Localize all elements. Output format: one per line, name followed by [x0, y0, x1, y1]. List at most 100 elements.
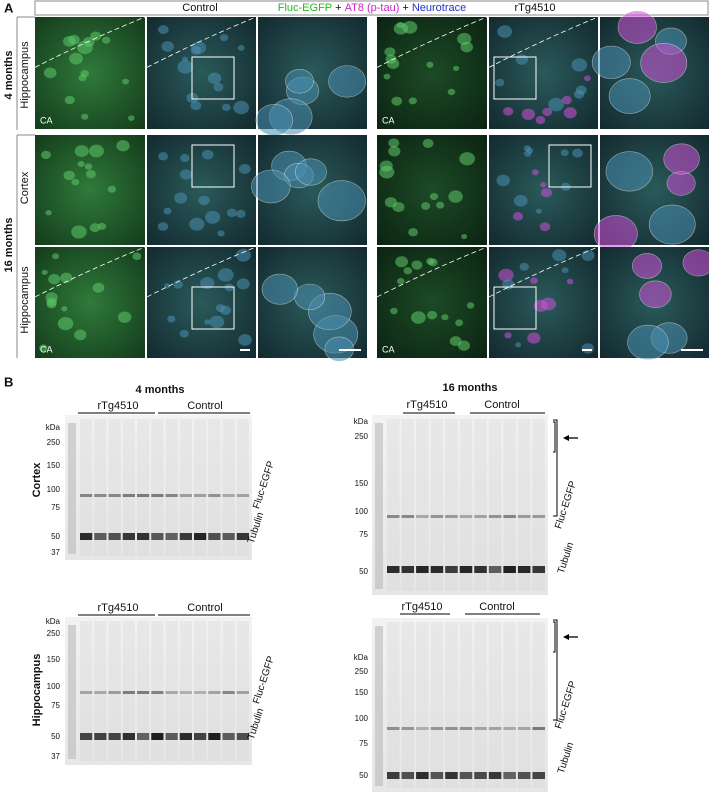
band — [488, 515, 502, 518]
cell — [117, 311, 132, 323]
band — [94, 691, 107, 694]
cell — [572, 148, 583, 158]
band — [179, 533, 192, 540]
marker-label: 100 — [355, 507, 369, 516]
band — [387, 566, 400, 573]
cell — [539, 222, 551, 232]
cell — [74, 329, 87, 341]
cell — [410, 311, 426, 324]
band — [503, 515, 516, 518]
cell — [295, 158, 327, 186]
group-label: Control — [182, 2, 217, 14]
cell — [90, 31, 102, 41]
inset-box — [191, 286, 235, 330]
marker-label: 75 — [359, 739, 368, 748]
cell — [523, 150, 532, 157]
band — [94, 733, 107, 740]
cell — [512, 211, 524, 221]
cell — [71, 178, 80, 186]
cell — [390, 307, 398, 315]
cell — [167, 315, 176, 323]
group-label: rTg4510 — [402, 601, 443, 613]
cell — [608, 78, 651, 114]
marker-label: 150 — [47, 655, 61, 664]
cell — [449, 336, 462, 347]
cell — [84, 163, 93, 170]
band — [430, 772, 444, 779]
cell — [60, 272, 73, 284]
cell — [43, 67, 57, 79]
cell — [498, 268, 514, 282]
arrow-head — [563, 634, 569, 640]
marker-label: 250 — [355, 432, 369, 441]
cell — [566, 278, 574, 285]
cell — [204, 319, 211, 325]
cell — [395, 256, 409, 268]
band — [474, 772, 487, 779]
cell — [383, 73, 391, 80]
cell — [448, 190, 463, 203]
band — [488, 727, 502, 730]
cell — [535, 115, 546, 125]
band — [194, 533, 207, 540]
row-label: Hippocampus — [19, 266, 31, 334]
group-label: Control — [484, 399, 519, 411]
band-label: Tubulin — [556, 741, 576, 775]
cell — [226, 208, 237, 218]
band — [222, 533, 235, 540]
row-label: Hippocampus — [19, 41, 31, 109]
band — [459, 515, 473, 518]
band — [137, 733, 150, 740]
group-label: Control — [479, 601, 514, 613]
band — [151, 494, 164, 497]
layer-boundary — [376, 246, 488, 298]
band — [208, 494, 221, 497]
cell — [92, 282, 105, 293]
lane — [401, 419, 415, 591]
lane — [222, 419, 235, 556]
cell — [221, 103, 231, 112]
band — [194, 733, 207, 740]
cell — [639, 280, 672, 309]
band — [445, 772, 458, 779]
cell — [89, 223, 101, 233]
cell — [255, 104, 294, 137]
lane — [236, 621, 249, 761]
cell — [411, 260, 423, 270]
lane — [80, 419, 93, 556]
region-label: Hippocampus — [31, 654, 43, 727]
cell — [217, 230, 225, 237]
band — [151, 733, 164, 740]
marker-label: 50 — [51, 532, 60, 541]
band — [474, 566, 487, 573]
cell — [496, 174, 510, 187]
cell — [238, 334, 252, 346]
marker-label: 250 — [47, 629, 61, 638]
band — [122, 733, 135, 740]
group-label: rTg4510 — [515, 2, 556, 14]
cell — [408, 228, 418, 237]
cell — [396, 278, 405, 285]
band — [503, 566, 516, 573]
cell — [591, 45, 631, 79]
lane — [517, 419, 531, 591]
band — [503, 772, 516, 779]
plus: + — [335, 2, 341, 14]
band — [517, 727, 531, 730]
cell — [571, 58, 588, 72]
blot — [372, 618, 548, 792]
band — [517, 772, 531, 779]
cell — [379, 160, 393, 172]
band — [137, 494, 150, 497]
cell — [177, 60, 193, 74]
cell — [541, 187, 553, 198]
cell — [213, 82, 224, 92]
cell — [317, 180, 366, 222]
cell — [455, 319, 464, 327]
region-tag: CA — [382, 115, 395, 125]
cell — [200, 277, 215, 290]
cell — [436, 201, 445, 209]
band — [137, 533, 150, 540]
band — [208, 533, 221, 540]
